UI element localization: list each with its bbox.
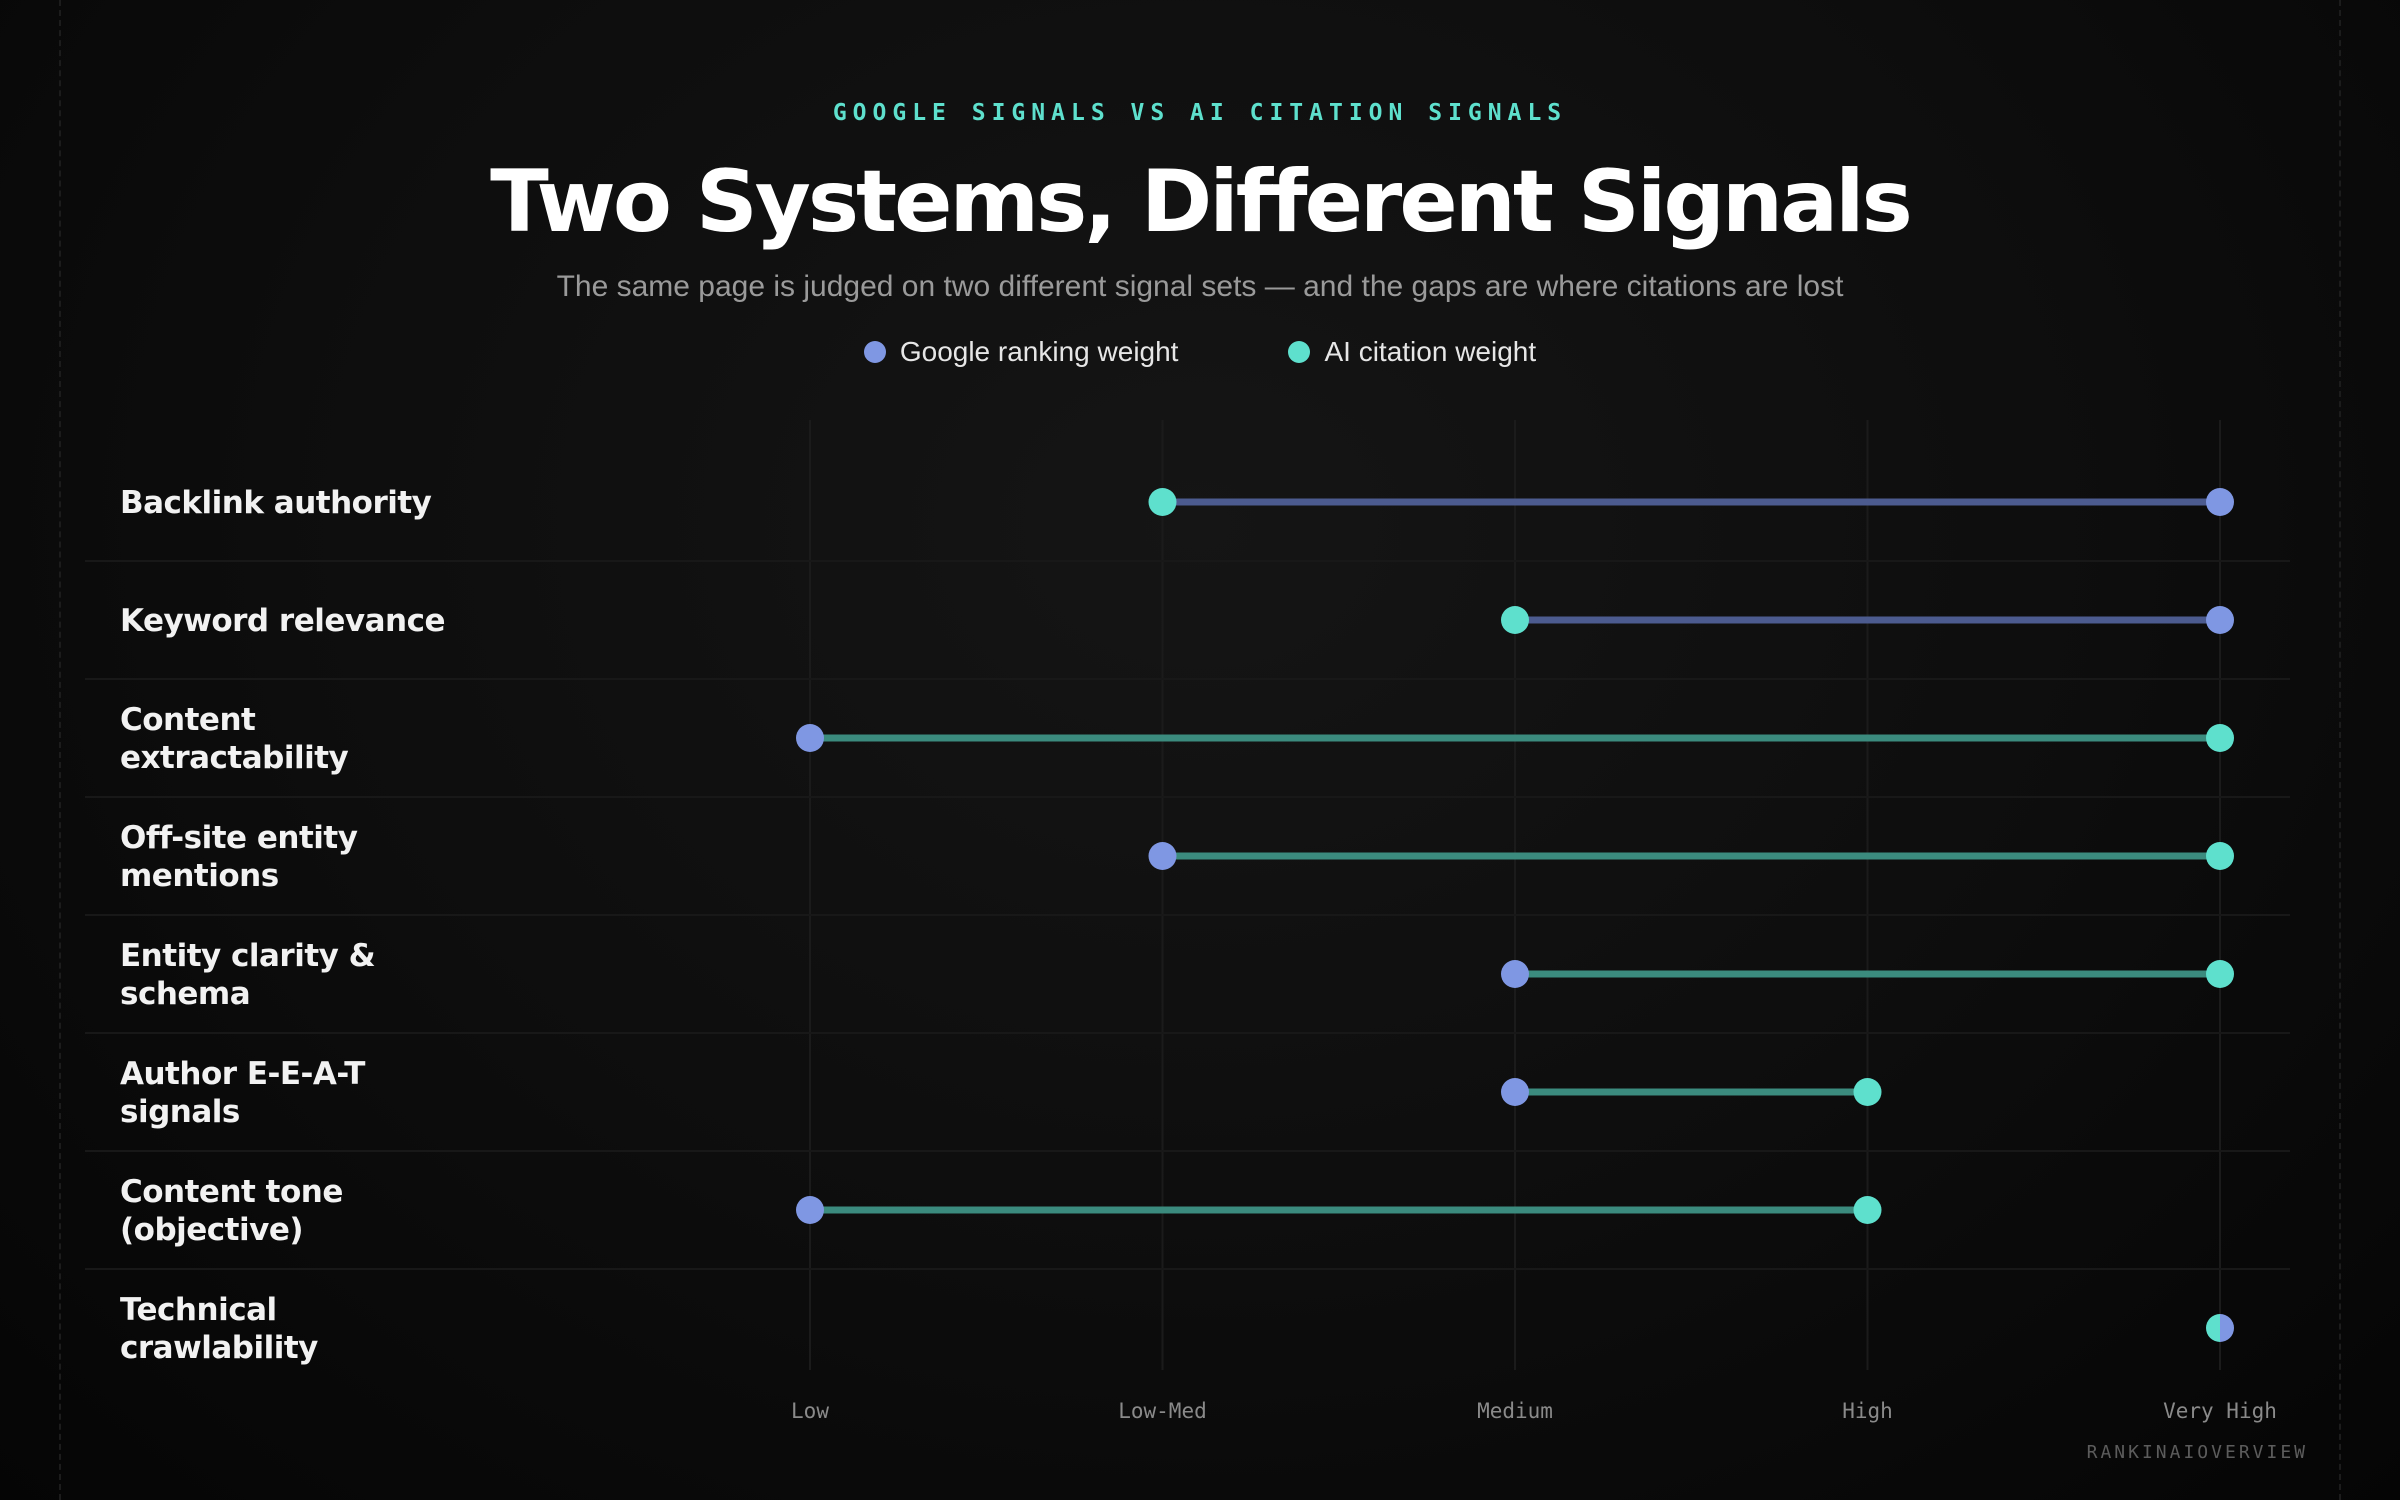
frame-border-right [2339,0,2341,1500]
google-point [796,724,824,752]
legend-item-google: Google ranking weight [863,336,1179,368]
google-point [796,1196,824,1224]
ai-point [2206,842,2234,870]
google-point [1501,960,1529,988]
row-label: Entity clarity & schema [120,938,375,1012]
row-label: Content extractability [120,702,349,776]
x-tick-label: Very High [2163,1399,2277,1423]
legend-dot-google [863,341,886,363]
ai-point [1501,606,1529,634]
row-label: Backlink authority [120,485,432,521]
row-label: Keyword relevance [120,603,445,639]
chart-legend: Google ranking weight AI citation weight [0,336,2400,368]
ai-point [2206,960,2234,988]
google-point [1148,842,1177,870]
ai-point [1853,1078,1882,1106]
google-point [2206,606,2234,634]
google-point [1501,1078,1529,1106]
ai-point [2206,724,2234,752]
ai-point [1853,1196,1882,1224]
ai-point [1148,488,1177,516]
legend-dot-ai [1288,341,1311,363]
row-label: Content tone (objective) [120,1174,343,1248]
ai-point [2206,1314,2220,1342]
page-subtitle: The same page is judged on two different… [556,270,1844,303]
x-tick-label: Low [791,1399,829,1423]
row-label: Author E-E-A-T signals [120,1056,365,1130]
row-label: Technical crawlability [120,1292,318,1366]
x-tick-label: High [1842,1399,1893,1423]
row-label: Off-site entity mentions [120,820,358,894]
x-tick-label: Low-Med [1118,1399,1207,1423]
brand-watermark: RANKINAIOVERVIEW [2086,1442,2308,1463]
legend-label-google: Google ranking weight [899,336,1179,367]
google-point [2206,488,2234,516]
legend-label-ai: AI citation weight [1324,336,1537,367]
x-tick-label: Medium [1477,1399,1553,1423]
frame-border-left [59,0,61,1500]
eyebrow-label: GOOGLE SIGNALS VS AI CITATION SIGNALS [832,100,1568,126]
google-point [2220,1314,2234,1342]
legend-item-ai: AI citation weight [1288,336,1536,368]
page-title: Two Systems, Different Signals [490,152,1913,252]
